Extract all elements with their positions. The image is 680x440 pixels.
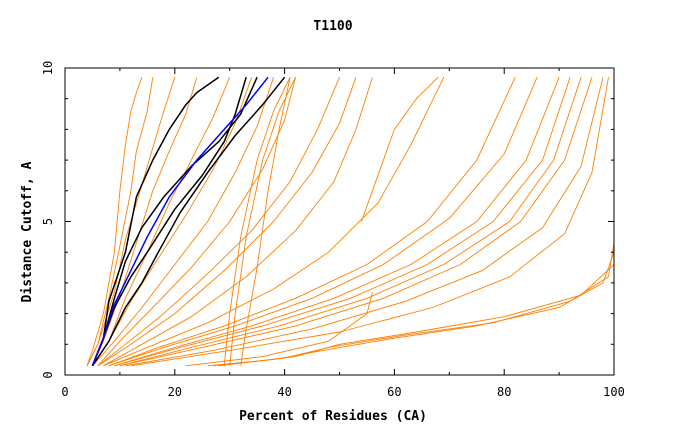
bulk-curve-6 bbox=[92, 77, 275, 367]
bulk-curve-25 bbox=[229, 77, 297, 366]
x-tick-label: 80 bbox=[497, 385, 511, 399]
curves-layer bbox=[86, 76, 615, 367]
highlight-curve-1 bbox=[91, 76, 258, 367]
best-curve-0 bbox=[91, 76, 269, 367]
y-tick-label: 5 bbox=[41, 218, 55, 225]
bulk-curve-9 bbox=[97, 77, 357, 367]
bulk-curve-13 bbox=[108, 77, 538, 367]
bulk-curve-3 bbox=[92, 77, 198, 366]
bulk-curve-0 bbox=[86, 77, 143, 366]
chart-title: T1100 bbox=[313, 19, 352, 34]
bulk-curve-7 bbox=[97, 77, 297, 367]
y-axis-label: Distance Cutoff, A bbox=[20, 161, 35, 302]
y-tick-label: 0 bbox=[41, 371, 55, 378]
bulk-curve-16 bbox=[119, 77, 582, 367]
highlight-curve-2 bbox=[91, 76, 220, 367]
x-tick-label: 100 bbox=[603, 385, 625, 399]
bulk-curve-17 bbox=[119, 77, 593, 367]
bulk-curve-23 bbox=[185, 291, 373, 367]
ticks-layer: 0 20 40 60 80 100 0 5 10 bbox=[41, 61, 625, 399]
bulk-curve-11 bbox=[103, 77, 445, 367]
x-tick-label: 40 bbox=[277, 385, 291, 399]
bulk-curve-15 bbox=[114, 77, 571, 367]
highlight-curve-3 bbox=[91, 76, 286, 367]
bulk-curve-22 bbox=[218, 264, 615, 367]
bulk-curve-27 bbox=[361, 76, 439, 222]
bulk-curve-14 bbox=[114, 77, 560, 367]
bulk-curve-8 bbox=[97, 77, 340, 367]
bulk-curve-26 bbox=[240, 77, 291, 366]
x-tick-label: 60 bbox=[387, 385, 401, 399]
bulk-curve-19 bbox=[130, 77, 609, 367]
bulk-curve-24 bbox=[223, 77, 291, 366]
x-axis-label: Percent of Residues (CA) bbox=[239, 409, 427, 424]
highlight-curve-0 bbox=[91, 76, 247, 367]
x-tick-label: 20 bbox=[168, 385, 182, 399]
bulk-curve-10 bbox=[103, 77, 373, 367]
y-tick-label: 10 bbox=[41, 61, 55, 75]
plot-frame bbox=[64, 67, 615, 376]
bulk-curve-21 bbox=[213, 242, 615, 367]
bulk-curve-12 bbox=[108, 77, 516, 367]
bulk-curve-1 bbox=[86, 77, 154, 367]
x-tick-label: 0 bbox=[61, 385, 68, 399]
bulk-curve-18 bbox=[125, 77, 604, 367]
